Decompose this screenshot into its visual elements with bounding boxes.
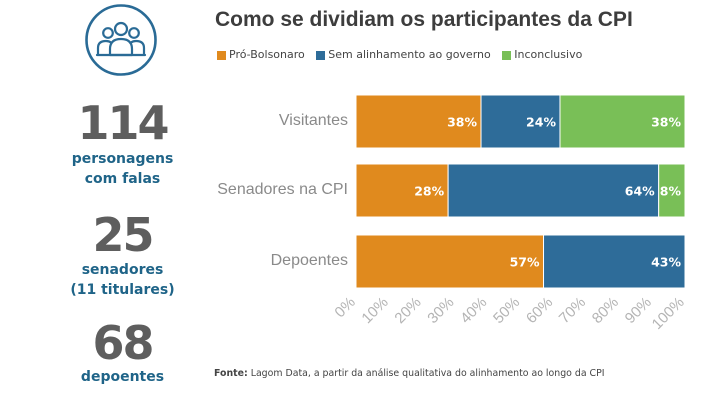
- category-label-depoentes: Depoentes: [270, 252, 348, 269]
- legend-item-inconclusivo: Inconclusivo: [502, 48, 582, 61]
- chart-legend: Pró-Bolsonaro Sem alinhamento ao governo…: [217, 48, 590, 61]
- x-tick-label-2: 20%: [391, 294, 424, 327]
- x-tick-label-8: 80%: [589, 294, 622, 327]
- data-label-visitantes-pro-bolsonaro: 38%: [447, 115, 477, 130]
- x-tick-label-10: 100%: [649, 294, 688, 333]
- legend-swatch-inconclusivo: [502, 50, 512, 60]
- stat-characters-number: 114: [77, 96, 169, 150]
- x-tick-label-5: 50%: [490, 294, 523, 327]
- category-label-senadores: Senadores na CPI: [217, 181, 348, 198]
- x-tick-label-6: 60%: [523, 294, 556, 327]
- legend-item-pro-bolsonaro: Pró-Bolsonaro: [217, 48, 305, 61]
- data-label-senadores-sem-alinhamento: 64%: [625, 184, 655, 199]
- x-tick-label-4: 40%: [457, 294, 490, 327]
- bar-senadores-inconclusivo: [658, 163, 686, 218]
- stat-deponents-number: 68: [92, 316, 154, 370]
- bar-depoentes-sem-alinhamento: [543, 234, 686, 289]
- legend-swatch-pro-bolsonaro: [217, 50, 226, 60]
- bar-visitantes-pro-bolsonaro: [355, 94, 482, 149]
- source-label: Fonte:: [214, 368, 248, 379]
- legend-label-inconclusivo: Inconclusivo: [514, 48, 583, 61]
- stat-senators-label-line2: (11 titulares): [70, 282, 175, 298]
- legend-swatch-sem-alinhamento: [316, 50, 326, 60]
- bar-senadores-pro-bolsonaro: [355, 163, 449, 218]
- chart-plot-area: 38% 24% 38% 28% 64% 8% 57% 43% 0% 10% 20% 30% 40% 50%…: [331, 94, 688, 333]
- x-tick-label-3: 30%: [424, 294, 457, 327]
- chart-title: Como se dividiam os participantes da CPI: [215, 8, 633, 31]
- bar-depoentes-pro-bolsonaro: [355, 234, 545, 289]
- stat-senators-number: 25: [92, 208, 154, 262]
- category-label-visitantes: Visitantes: [278, 112, 348, 129]
- data-label-visitantes-sem-alinhamento: 24%: [526, 115, 556, 130]
- stat-deponents-label: depoentes: [80, 369, 165, 385]
- x-tick-label-0: 0%: [331, 294, 358, 321]
- data-label-depoentes-sem-alinhamento: 43%: [651, 255, 681, 270]
- source-text: Lagom Data, a partir da análise qualitat…: [250, 368, 605, 379]
- bar-visitantes-inconclusivo: [559, 94, 686, 149]
- stat-characters-label-line2: com falas: [84, 171, 161, 187]
- legend-label-pro-bolsonaro: Pró-Bolsonaro: [229, 48, 305, 61]
- legend-item-sem-alinhamento: Sem alinhamento ao governo: [316, 48, 491, 61]
- data-label-senadores-inconclusivo: 8%: [660, 184, 682, 199]
- stat-characters-label-line1: personagens: [71, 151, 174, 167]
- participants-chart: Como se dividiam os participantes da CPI…: [205, 0, 701, 400]
- source-note: Fonte: Lagom Data, a partir da análise q…: [214, 368, 605, 379]
- data-label-depoentes-pro-bolsonaro: 57%: [510, 255, 540, 270]
- x-tick-label-1: 10%: [358, 294, 391, 327]
- bar-visitantes-sem-alinhamento: [480, 94, 561, 149]
- people-group-icon: [85, 4, 157, 76]
- data-label-visitantes-inconclusivo: 38%: [651, 115, 681, 130]
- x-tick-label-7: 70%: [556, 294, 589, 327]
- data-label-senadores-pro-bolsonaro: 28%: [414, 184, 444, 199]
- legend-label-sem-alinhamento: Sem alinhamento ao governo: [328, 48, 491, 61]
- stat-senators-label-line1: senadores: [81, 262, 164, 278]
- stats-panel: 114 personagens com falas 25 senadores (…: [0, 0, 245, 400]
